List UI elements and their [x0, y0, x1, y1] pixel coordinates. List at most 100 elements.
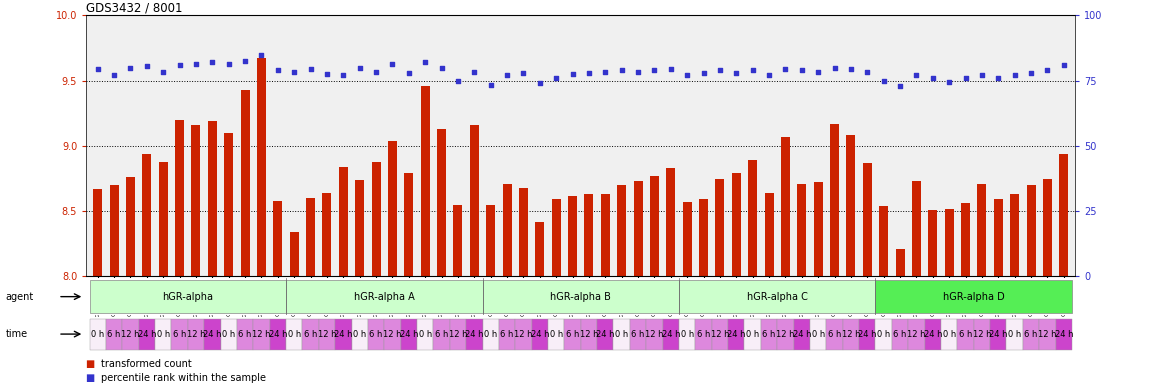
- Bar: [535, 222, 544, 276]
- Bar: [793, 319, 810, 349]
- Bar: [862, 163, 872, 276]
- Bar: [731, 173, 741, 276]
- Point: [154, 68, 172, 74]
- Text: 6 h: 6 h: [894, 329, 906, 339]
- Text: 12 h: 12 h: [317, 329, 336, 339]
- Bar: [143, 154, 152, 276]
- Bar: [286, 280, 483, 313]
- Text: 0 h: 0 h: [615, 329, 628, 339]
- Text: 0 h: 0 h: [419, 329, 431, 339]
- Bar: [253, 319, 269, 349]
- Bar: [434, 319, 450, 349]
- Text: ■: ■: [86, 359, 99, 369]
- Bar: [171, 319, 187, 349]
- Text: 24 h: 24 h: [661, 329, 680, 339]
- Bar: [1056, 319, 1072, 349]
- Bar: [1040, 319, 1056, 349]
- Text: 0 h: 0 h: [877, 329, 890, 339]
- Bar: [126, 177, 135, 276]
- Text: 24 h: 24 h: [792, 329, 811, 339]
- Text: hGR-alpha C: hGR-alpha C: [746, 291, 807, 302]
- Text: 0 h: 0 h: [484, 329, 497, 339]
- Point: [432, 65, 451, 71]
- Text: 12 h: 12 h: [252, 329, 270, 339]
- Bar: [925, 319, 941, 349]
- Text: 12 h: 12 h: [580, 329, 598, 339]
- Bar: [503, 184, 512, 276]
- Text: 6 h: 6 h: [172, 329, 186, 339]
- Bar: [405, 173, 413, 276]
- Bar: [634, 181, 643, 276]
- Bar: [240, 90, 250, 276]
- Point: [940, 79, 958, 85]
- Point: [874, 78, 892, 84]
- Bar: [662, 319, 678, 349]
- Bar: [978, 184, 987, 276]
- Bar: [584, 194, 593, 276]
- Point: [186, 61, 205, 67]
- Point: [808, 68, 827, 74]
- Point: [269, 67, 288, 73]
- Text: 0 h: 0 h: [156, 329, 170, 339]
- Text: 6 h: 6 h: [828, 329, 842, 339]
- Bar: [483, 280, 678, 313]
- Text: hGR-alpha: hGR-alpha: [162, 291, 213, 302]
- Point: [170, 62, 189, 68]
- Bar: [859, 319, 875, 349]
- Text: hGR-alpha A: hGR-alpha A: [354, 291, 415, 302]
- Text: 24 h: 24 h: [923, 329, 942, 339]
- Bar: [1022, 319, 1040, 349]
- Text: 24 h: 24 h: [334, 329, 353, 339]
- Bar: [302, 319, 319, 349]
- Text: 0 h: 0 h: [353, 329, 367, 339]
- Bar: [221, 319, 237, 349]
- Point: [89, 66, 107, 72]
- Bar: [892, 319, 908, 349]
- Bar: [139, 319, 155, 349]
- Bar: [417, 319, 434, 349]
- Bar: [159, 162, 168, 276]
- Bar: [765, 193, 774, 276]
- Text: 6 h: 6 h: [697, 329, 711, 339]
- Text: 6 h: 6 h: [369, 329, 383, 339]
- Point: [220, 61, 238, 67]
- Text: hGR-alpha D: hGR-alpha D: [943, 291, 1005, 302]
- Text: 0 h: 0 h: [222, 329, 236, 339]
- Point: [317, 71, 336, 77]
- Text: 24 h: 24 h: [989, 329, 1007, 339]
- Bar: [106, 319, 122, 349]
- Text: 6 h: 6 h: [762, 329, 776, 339]
- Point: [957, 75, 975, 81]
- Bar: [699, 199, 708, 276]
- Bar: [875, 319, 892, 349]
- Point: [727, 70, 745, 76]
- Bar: [944, 209, 953, 276]
- Bar: [483, 319, 499, 349]
- Point: [596, 68, 614, 74]
- Point: [744, 67, 762, 73]
- Text: 6 h: 6 h: [435, 329, 448, 339]
- Point: [204, 59, 222, 65]
- Bar: [515, 319, 531, 349]
- Bar: [306, 198, 315, 276]
- Text: 24 h: 24 h: [727, 329, 745, 339]
- Bar: [1027, 185, 1035, 276]
- Bar: [90, 280, 286, 313]
- Point: [285, 68, 304, 74]
- Text: time: time: [6, 329, 28, 339]
- Text: 6 h: 6 h: [566, 329, 580, 339]
- Point: [1038, 67, 1057, 73]
- Bar: [549, 319, 565, 349]
- Text: 24 h: 24 h: [596, 329, 614, 339]
- Bar: [781, 137, 790, 276]
- Text: 12 h: 12 h: [973, 329, 991, 339]
- Bar: [990, 319, 1006, 349]
- Point: [547, 75, 566, 81]
- Bar: [928, 210, 937, 276]
- Bar: [618, 185, 627, 276]
- Point: [1022, 70, 1041, 76]
- Bar: [187, 319, 205, 349]
- Text: 6 h: 6 h: [107, 329, 121, 339]
- Bar: [552, 199, 561, 276]
- Bar: [678, 280, 875, 313]
